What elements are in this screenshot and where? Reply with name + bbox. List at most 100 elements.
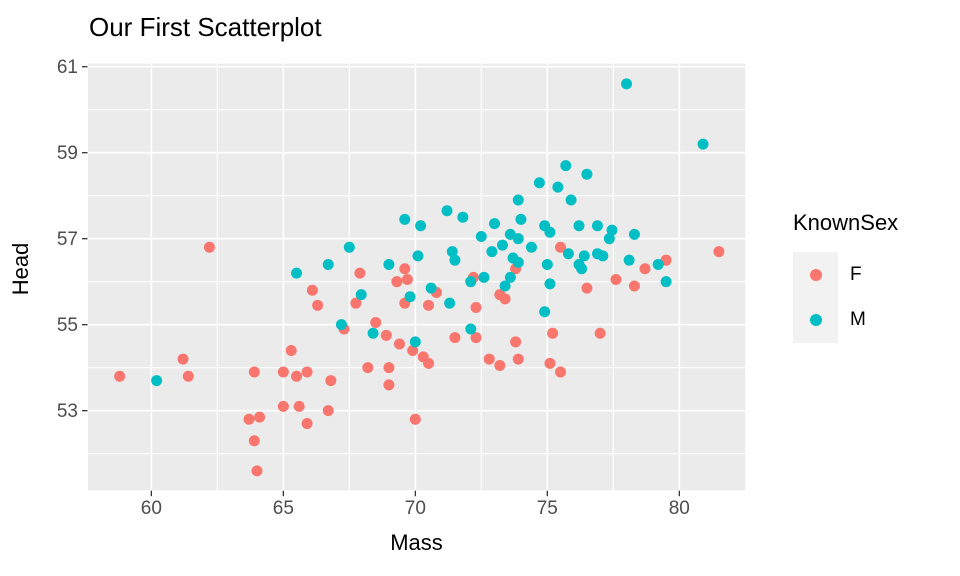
- legend-label-f: F: [850, 263, 862, 285]
- data-point-f: [391, 276, 403, 288]
- data-point-f: [254, 411, 266, 423]
- data-point-f: [399, 263, 411, 275]
- data-point-f: [203, 241, 215, 253]
- data-point-m: [512, 233, 524, 245]
- y-tick-label: 57: [57, 229, 78, 250]
- data-point-f: [114, 370, 126, 382]
- data-point-m: [465, 276, 477, 288]
- data-point-f: [581, 282, 593, 294]
- data-point-f: [248, 435, 260, 447]
- data-point-f: [547, 327, 559, 339]
- data-point-f: [248, 366, 260, 378]
- data-point-m: [652, 258, 664, 270]
- data-point-f: [277, 400, 289, 412]
- data-point-m: [628, 228, 640, 240]
- legend-entry-m: M: [793, 297, 898, 343]
- data-point-m: [355, 289, 367, 301]
- data-point-m: [562, 248, 574, 260]
- legend: KnownSex F M: [793, 210, 898, 343]
- data-point-m: [544, 278, 556, 290]
- legend-keys: F M: [793, 252, 898, 343]
- data-point-m: [597, 250, 609, 262]
- data-point-m: [697, 138, 709, 150]
- data-point-f: [713, 246, 725, 258]
- y-tick-label: 59: [57, 143, 78, 164]
- data-point-f: [350, 297, 362, 309]
- data-point-m: [449, 254, 461, 266]
- data-point-f: [285, 344, 297, 356]
- data-point-m: [291, 267, 303, 279]
- x-tick-label: 65: [273, 498, 294, 519]
- data-point-m: [475, 231, 487, 243]
- data-point-f: [277, 366, 289, 378]
- data-point-m: [573, 220, 585, 232]
- data-point-m: [560, 160, 572, 172]
- data-point-f: [512, 353, 524, 365]
- data-point-m: [489, 218, 501, 230]
- data-point-m: [446, 246, 458, 258]
- data-point-f: [409, 413, 421, 425]
- data-point-f: [594, 327, 606, 339]
- data-point-m: [343, 241, 355, 253]
- data-point-m: [576, 263, 588, 275]
- data-point-f: [383, 379, 395, 391]
- data-point-f: [380, 329, 392, 341]
- data-point-f: [301, 366, 313, 378]
- y-tick-label: 61: [57, 57, 78, 78]
- data-point-m: [512, 194, 524, 206]
- data-point-m: [512, 256, 524, 268]
- data-point-f: [470, 332, 482, 344]
- data-point-m: [623, 254, 635, 266]
- data-point-f: [639, 263, 651, 275]
- data-point-f: [383, 362, 395, 374]
- data-point-f: [423, 299, 435, 311]
- data-point-f: [182, 370, 194, 382]
- data-point-f: [544, 357, 556, 369]
- data-point-f: [510, 336, 522, 348]
- data-point-f: [610, 274, 622, 286]
- data-point-f: [470, 301, 482, 313]
- data-point-m: [478, 271, 490, 283]
- data-point-m: [621, 78, 633, 90]
- data-point-m: [404, 291, 416, 303]
- data-point-m: [383, 258, 395, 270]
- x-tick-label: 60: [141, 498, 162, 519]
- y-axis-title: Head: [8, 242, 33, 296]
- data-point-m: [367, 327, 379, 339]
- data-point-m: [660, 276, 672, 288]
- data-point-m: [565, 194, 577, 206]
- data-point-m: [603, 233, 615, 245]
- data-point-m: [606, 224, 618, 236]
- data-point-f: [483, 353, 495, 365]
- data-point-m: [504, 271, 516, 283]
- plot-title: Our First Scatterplot: [89, 12, 322, 42]
- data-point-f: [312, 299, 324, 311]
- data-point-f: [293, 400, 305, 412]
- data-point-m: [457, 211, 469, 223]
- x-axis-title: Mass: [390, 530, 443, 555]
- data-point-m: [541, 258, 553, 270]
- y-tick-label: 55: [57, 315, 78, 336]
- data-point-m: [552, 181, 564, 193]
- x-tick-label: 75: [537, 498, 558, 519]
- data-point-f: [251, 465, 263, 477]
- data-point-m: [544, 226, 556, 238]
- data-point-m: [425, 282, 437, 294]
- legend-dot-f-icon: [809, 268, 822, 281]
- legend-dot-m-icon: [809, 314, 822, 327]
- data-point-f: [401, 274, 413, 286]
- data-point-f: [177, 353, 189, 365]
- data-point-m: [578, 250, 590, 262]
- data-point-f: [306, 284, 318, 296]
- data-point-f: [407, 344, 419, 356]
- data-point-m: [515, 213, 527, 225]
- data-point-m: [409, 336, 421, 348]
- data-point-f: [362, 362, 374, 374]
- data-point-m: [415, 220, 427, 232]
- data-point-m: [591, 220, 603, 232]
- data-point-f: [499, 293, 511, 305]
- data-point-m: [151, 375, 163, 387]
- data-point-m: [412, 250, 424, 262]
